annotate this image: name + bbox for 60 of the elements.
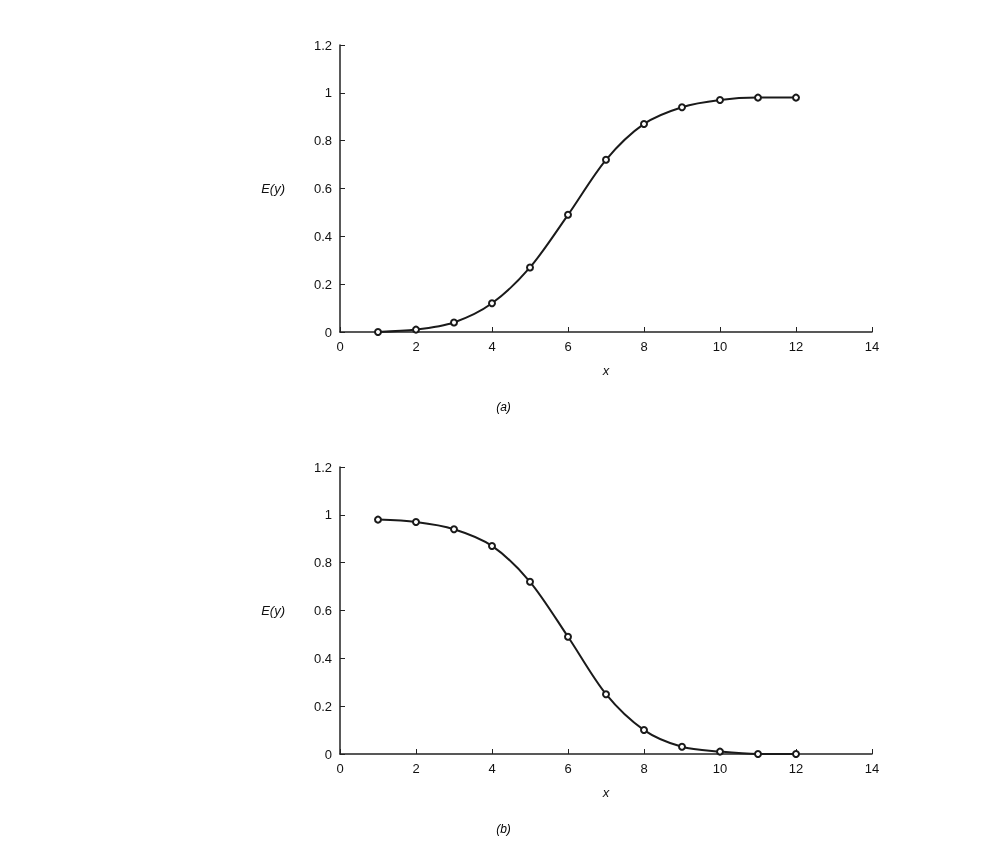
y-tick-label: 0.4 xyxy=(313,650,332,666)
point xyxy=(488,299,496,308)
x-tick-label: 0 xyxy=(336,761,344,776)
point xyxy=(374,328,382,336)
y-axis-title: E(y) xyxy=(261,603,285,618)
point xyxy=(754,93,762,102)
x-tick-label: 6 xyxy=(564,339,572,354)
point xyxy=(564,210,572,219)
y-tick-label: 0.8 xyxy=(313,133,332,149)
y-tick-label: 1 xyxy=(324,507,332,523)
point xyxy=(450,525,458,534)
y-tick-label: 0.2 xyxy=(313,276,332,292)
y-tick-label: 0.8 xyxy=(313,555,332,571)
y-tick-label: 1 xyxy=(324,85,332,101)
y-axis-title: E(y) xyxy=(261,181,285,196)
point xyxy=(678,103,686,112)
y-tick-label: 0.6 xyxy=(313,603,332,618)
x-tick-label: 2 xyxy=(412,339,420,354)
x-tick-label: 2 xyxy=(412,761,420,776)
point xyxy=(488,541,496,550)
x-tick-label: 14 xyxy=(864,339,880,354)
x-tick-label: 10 xyxy=(712,339,728,354)
x-tick-label: 0 xyxy=(336,339,344,354)
point xyxy=(640,119,648,128)
x-axis-title: x xyxy=(601,785,610,800)
point xyxy=(678,742,686,751)
y-tick-label: 1.2 xyxy=(313,37,332,53)
y-tick-label: 0 xyxy=(324,324,332,340)
text: (b) xyxy=(495,822,512,836)
point xyxy=(792,93,800,102)
point xyxy=(754,750,762,758)
point xyxy=(602,155,610,164)
point xyxy=(526,263,534,272)
y-tick-label: 1.2 xyxy=(313,459,332,475)
x-tick-label: 12 xyxy=(788,761,804,776)
x-axis-title: x xyxy=(601,363,610,378)
x-tick-label: 4 xyxy=(488,339,496,354)
x-tick-label: 4 xyxy=(488,761,496,776)
x-tick-label: 8 xyxy=(640,761,648,776)
x-tick-label: 14 xyxy=(864,761,880,776)
x-tick-label: 12 xyxy=(788,339,804,354)
point xyxy=(640,726,648,735)
text: (a) xyxy=(495,400,512,414)
point xyxy=(526,577,534,586)
y-tick-label: 0.4 xyxy=(313,228,332,244)
x-tick-label: 8 xyxy=(640,339,648,354)
point xyxy=(412,518,420,527)
point xyxy=(450,318,458,327)
point xyxy=(716,96,724,105)
point xyxy=(602,690,610,699)
point xyxy=(716,747,724,756)
x-tick-label: 10 xyxy=(712,761,728,776)
point xyxy=(374,515,382,524)
y-tick-label: 0.2 xyxy=(313,698,332,714)
x-tick-label: 6 xyxy=(564,761,572,776)
y-tick-label: 0 xyxy=(324,746,332,762)
point xyxy=(792,750,800,758)
point xyxy=(564,632,572,641)
point xyxy=(412,325,420,334)
y-tick-label: 0.6 xyxy=(313,181,332,196)
